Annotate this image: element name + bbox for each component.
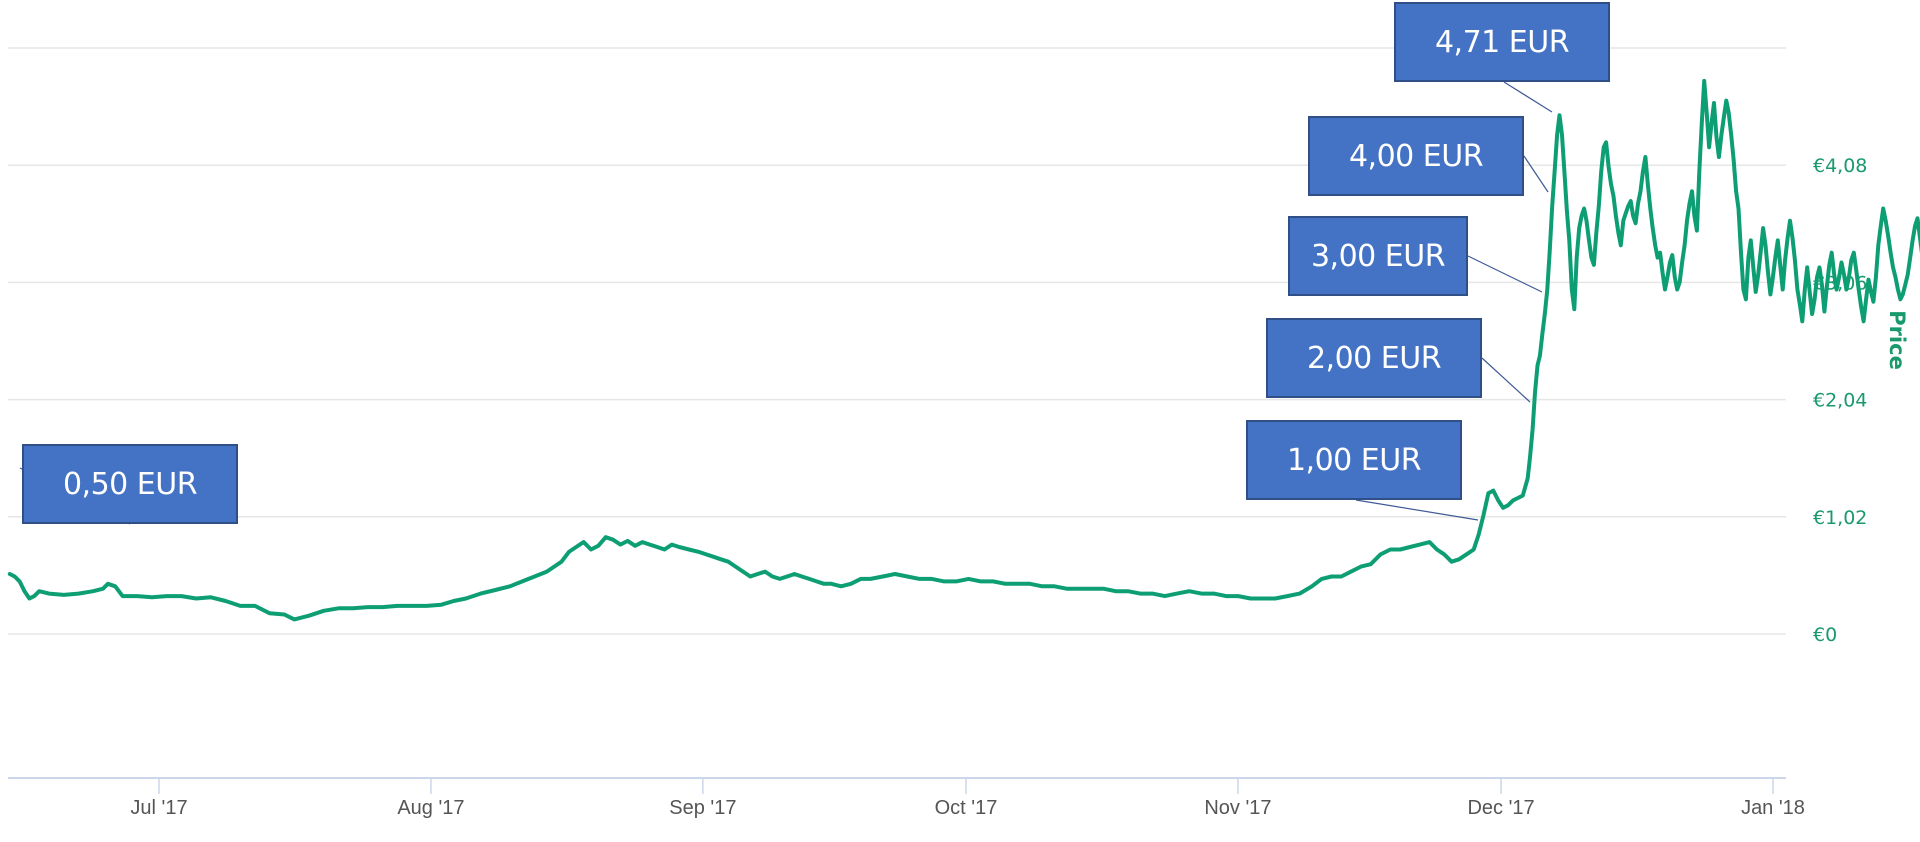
x-tick-label: Aug '17 [397,797,464,819]
y-axis-title: Price [1885,310,1909,370]
x-tick-label: Nov '17 [1204,797,1271,819]
x-tick-label: Oct '17 [935,797,998,819]
callout-connector [1355,499,1479,521]
x-tick-label: Jul '17 [130,797,187,819]
y-tick-label: €2,04 [1813,390,1867,412]
gridlines [8,47,1786,635]
price-callout-300: 3,00 EUR [1288,216,1468,296]
y-tick-label: €1,02 [1813,507,1867,529]
y-tick-label: €0 [1813,624,1837,646]
callout-connector [1467,255,1543,293]
callout-connector [1503,81,1553,113]
price-callout-200: 2,00 EUR [1266,318,1482,398]
callout-connector [1523,155,1549,193]
x-tick-label: Sep '17 [669,797,736,819]
price-callout-400: 4,00 EUR [1308,116,1524,196]
price-callout-050: 0,50 EUR [22,444,238,524]
y-tick-label: €4,08 [1813,155,1867,177]
price-callout-100: 1,00 EUR [1246,420,1462,500]
x-axis: Jul '17 Aug '17 Sep '17 Oct '17 Nov '17 Dec '… [8,777,1805,819]
price-callout-471: 4,71 EUR [1394,2,1610,82]
x-tick-label: Jan '18 [1741,797,1805,819]
callout-connector [1481,357,1531,403]
y-axis: €0€1,02€2,04€3,06€4,08 [1813,155,1867,646]
price-series-line [7,78,1920,622]
x-tick-label: Dec '17 [1467,797,1534,819]
